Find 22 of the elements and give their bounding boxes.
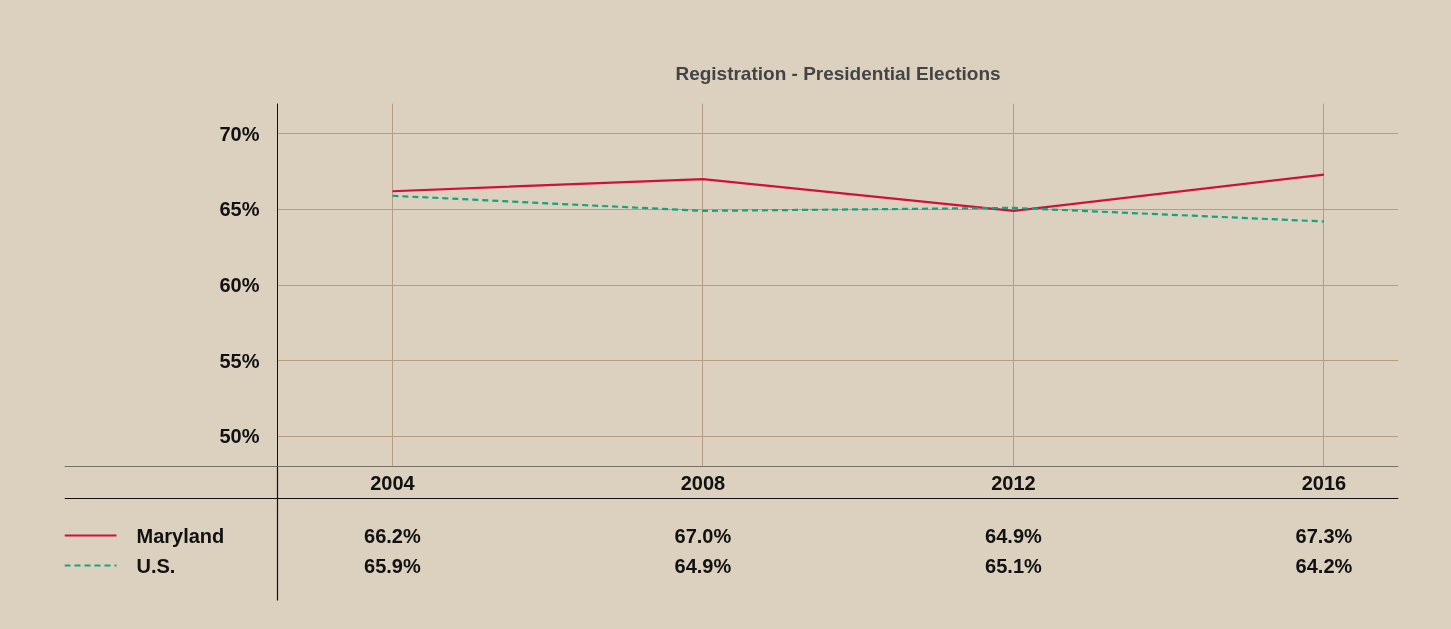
y-tick-label: 55%	[219, 349, 260, 372]
data-label: 64.2%	[1295, 554, 1353, 577]
x-tick-label: 2016	[1301, 471, 1347, 494]
legend-label: Maryland	[136, 524, 225, 547]
y-tick-label: 70%	[219, 122, 260, 145]
x-tick-label: 2012	[991, 471, 1036, 494]
y-tick-label: 65%	[219, 198, 260, 221]
data-label: 65.9%	[364, 554, 421, 577]
data-label: 65.1%	[985, 554, 1043, 577]
chart-title: Registration - Presidential Elections	[675, 62, 1001, 84]
y-tick-label: 50%	[219, 425, 260, 448]
data-label: 64.9%	[985, 524, 1043, 547]
legend-label: U.S.	[136, 554, 176, 577]
x-tick-label: 2008	[680, 471, 726, 494]
data-label: 67.0%	[674, 524, 732, 547]
data-label: 64.9%	[674, 554, 732, 577]
data-label: 67.3%	[1295, 524, 1353, 547]
x-tick-label: 2004	[370, 471, 416, 494]
line-series	[391, 194, 1326, 223]
data-label: 66.2%	[364, 524, 421, 547]
y-tick-label: 60%	[219, 274, 260, 296]
line-series	[391, 173, 1326, 212]
